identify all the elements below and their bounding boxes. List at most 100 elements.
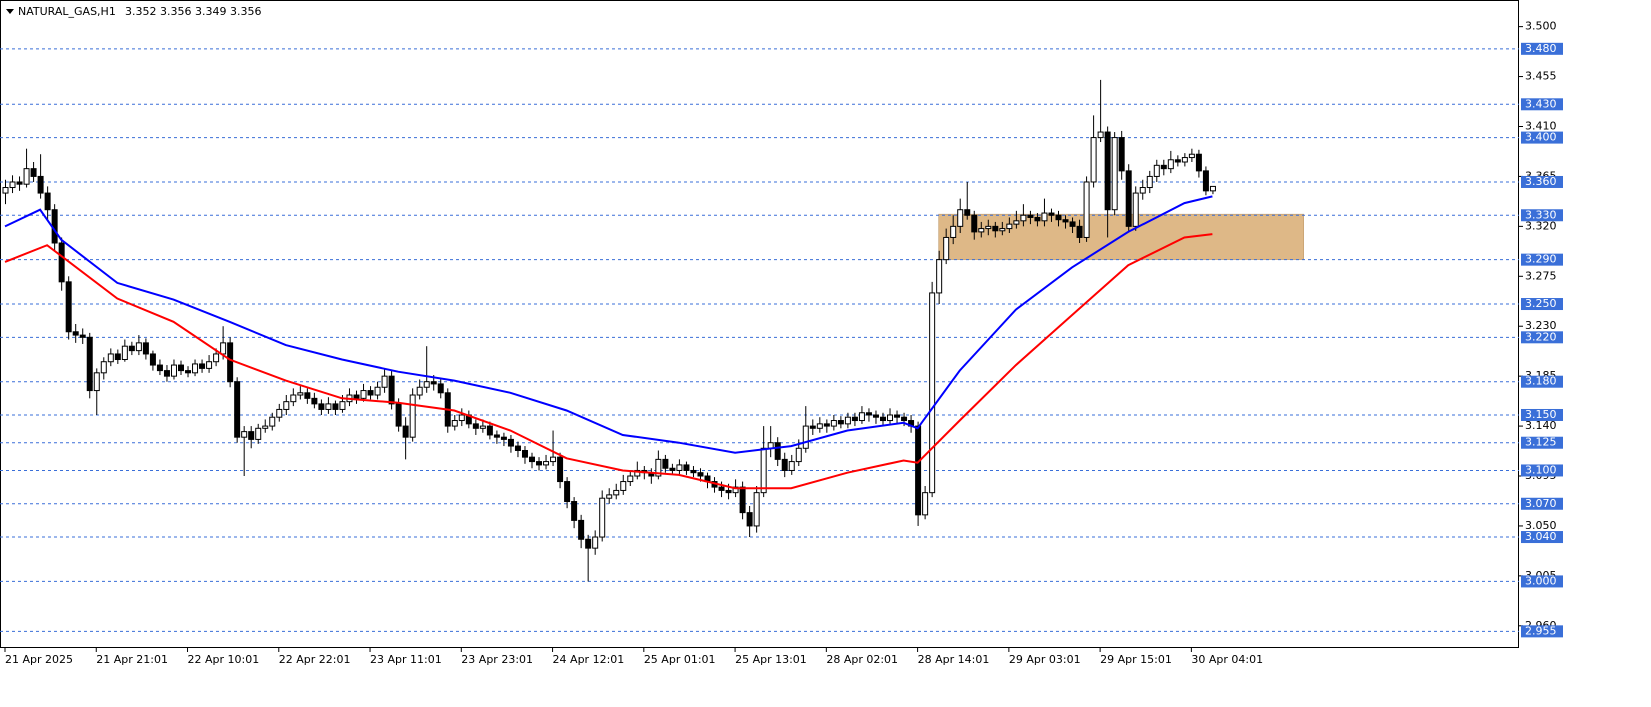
candle-body — [9, 181, 16, 189]
candle-body — [178, 364, 184, 372]
y-tick-label: 3.230 — [1525, 319, 1557, 332]
candle-body — [999, 228, 1006, 232]
level-label: 3.360 — [1525, 175, 1557, 188]
candle-body — [500, 436, 507, 440]
level-label: 3.400 — [1525, 131, 1557, 144]
x-tick-label: 28 Apr 14:01 — [918, 653, 990, 666]
candle-body — [1125, 170, 1132, 227]
x-tick-label: 22 Apr 22:01 — [279, 653, 351, 666]
candle-body — [128, 345, 135, 352]
candle-body — [915, 425, 922, 516]
candle-body — [430, 381, 437, 385]
candle-body — [676, 464, 683, 471]
candle-body — [185, 370, 192, 374]
candle-body — [802, 425, 809, 449]
x-tick-label: 23 Apr 11:01 — [370, 653, 442, 666]
x-tick-label: 25 Apr 01:01 — [644, 653, 716, 666]
candle-body — [901, 416, 908, 422]
level-label-box — [1521, 98, 1563, 111]
level-label-box — [1521, 408, 1563, 421]
candle-body — [374, 386, 381, 396]
candle-body — [1160, 164, 1167, 170]
level-label-box — [1521, 209, 1563, 222]
candle-body — [718, 486, 725, 491]
candle-body — [865, 412, 872, 416]
candle-body — [536, 461, 543, 466]
candle-body — [486, 425, 493, 436]
candle-body — [1104, 131, 1111, 211]
candle-body — [943, 236, 950, 261]
candle-body — [964, 209, 971, 216]
candle-body — [269, 416, 276, 427]
candle-body — [1167, 159, 1174, 170]
candle-body — [241, 431, 248, 438]
candle-body — [72, 331, 79, 336]
candle-body — [697, 472, 704, 477]
candle-body — [16, 181, 23, 185]
level-label-box — [1521, 575, 1563, 588]
level-label: 3.100 — [1525, 463, 1557, 476]
level-label: 3.070 — [1525, 497, 1557, 510]
candle-body — [578, 519, 585, 540]
candle-body — [627, 475, 634, 483]
candle-body — [746, 512, 753, 527]
level-label-box — [1521, 42, 1563, 55]
candle-body — [823, 423, 830, 427]
candle-body — [360, 390, 367, 399]
candle-body — [206, 361, 213, 369]
ohlc-header: 3.352 3.356 3.349 3.356 — [125, 5, 261, 18]
level-label: 3.290 — [1525, 253, 1557, 266]
candle-body — [887, 414, 894, 422]
candle-body — [283, 401, 290, 410]
candle-body — [135, 342, 142, 352]
level-label: 2.955 — [1525, 624, 1557, 637]
y-tick-label: 3.320 — [1525, 219, 1557, 232]
candle-body — [1181, 157, 1188, 163]
candle-body — [479, 425, 486, 429]
candle-body — [809, 425, 816, 429]
candle-body — [662, 458, 669, 469]
candle-body — [837, 420, 844, 425]
candle-body — [276, 408, 283, 418]
candle-body — [332, 403, 339, 410]
candle-body — [1097, 131, 1104, 139]
candle-body — [1020, 214, 1027, 222]
candle-body — [795, 447, 802, 463]
level-label-box — [1521, 436, 1563, 449]
x-tick-label: 21 Apr 2025 — [5, 653, 73, 666]
candle-body — [760, 447, 767, 494]
candle-body — [844, 416, 851, 425]
candle-body — [23, 168, 30, 185]
candle-body — [381, 375, 388, 388]
candle-body — [1027, 214, 1034, 218]
level-label-box — [1521, 531, 1563, 544]
level-label: 3.125 — [1525, 436, 1557, 449]
candle-body — [922, 492, 929, 516]
candle-body — [992, 225, 999, 232]
y-tick-label: 3.275 — [1525, 269, 1557, 282]
candle-body — [985, 225, 992, 230]
candle-body — [816, 423, 823, 429]
candle-body — [409, 394, 416, 438]
candle-body — [114, 353, 121, 361]
candle-body — [1139, 187, 1146, 194]
x-tick-label: 22 Apr 10:01 — [188, 653, 260, 666]
candle-body — [936, 259, 943, 294]
candle-body — [451, 420, 458, 427]
candle-body — [1055, 214, 1062, 221]
candle-body — [423, 381, 430, 388]
candle-body — [1209, 185, 1216, 192]
candle-body — [248, 431, 255, 440]
candle-body — [58, 242, 65, 283]
level-label-box — [1521, 464, 1563, 477]
candle-body — [557, 456, 564, 483]
candle-body — [851, 416, 858, 422]
x-tick-label: 24 Apr 12:01 — [553, 653, 625, 666]
candle-body — [739, 486, 746, 514]
candle-body — [199, 363, 206, 369]
candle-body — [311, 397, 318, 405]
y-tick-label: 3.410 — [1525, 119, 1557, 132]
candle-body — [1062, 219, 1069, 223]
candle-body — [669, 467, 676, 471]
